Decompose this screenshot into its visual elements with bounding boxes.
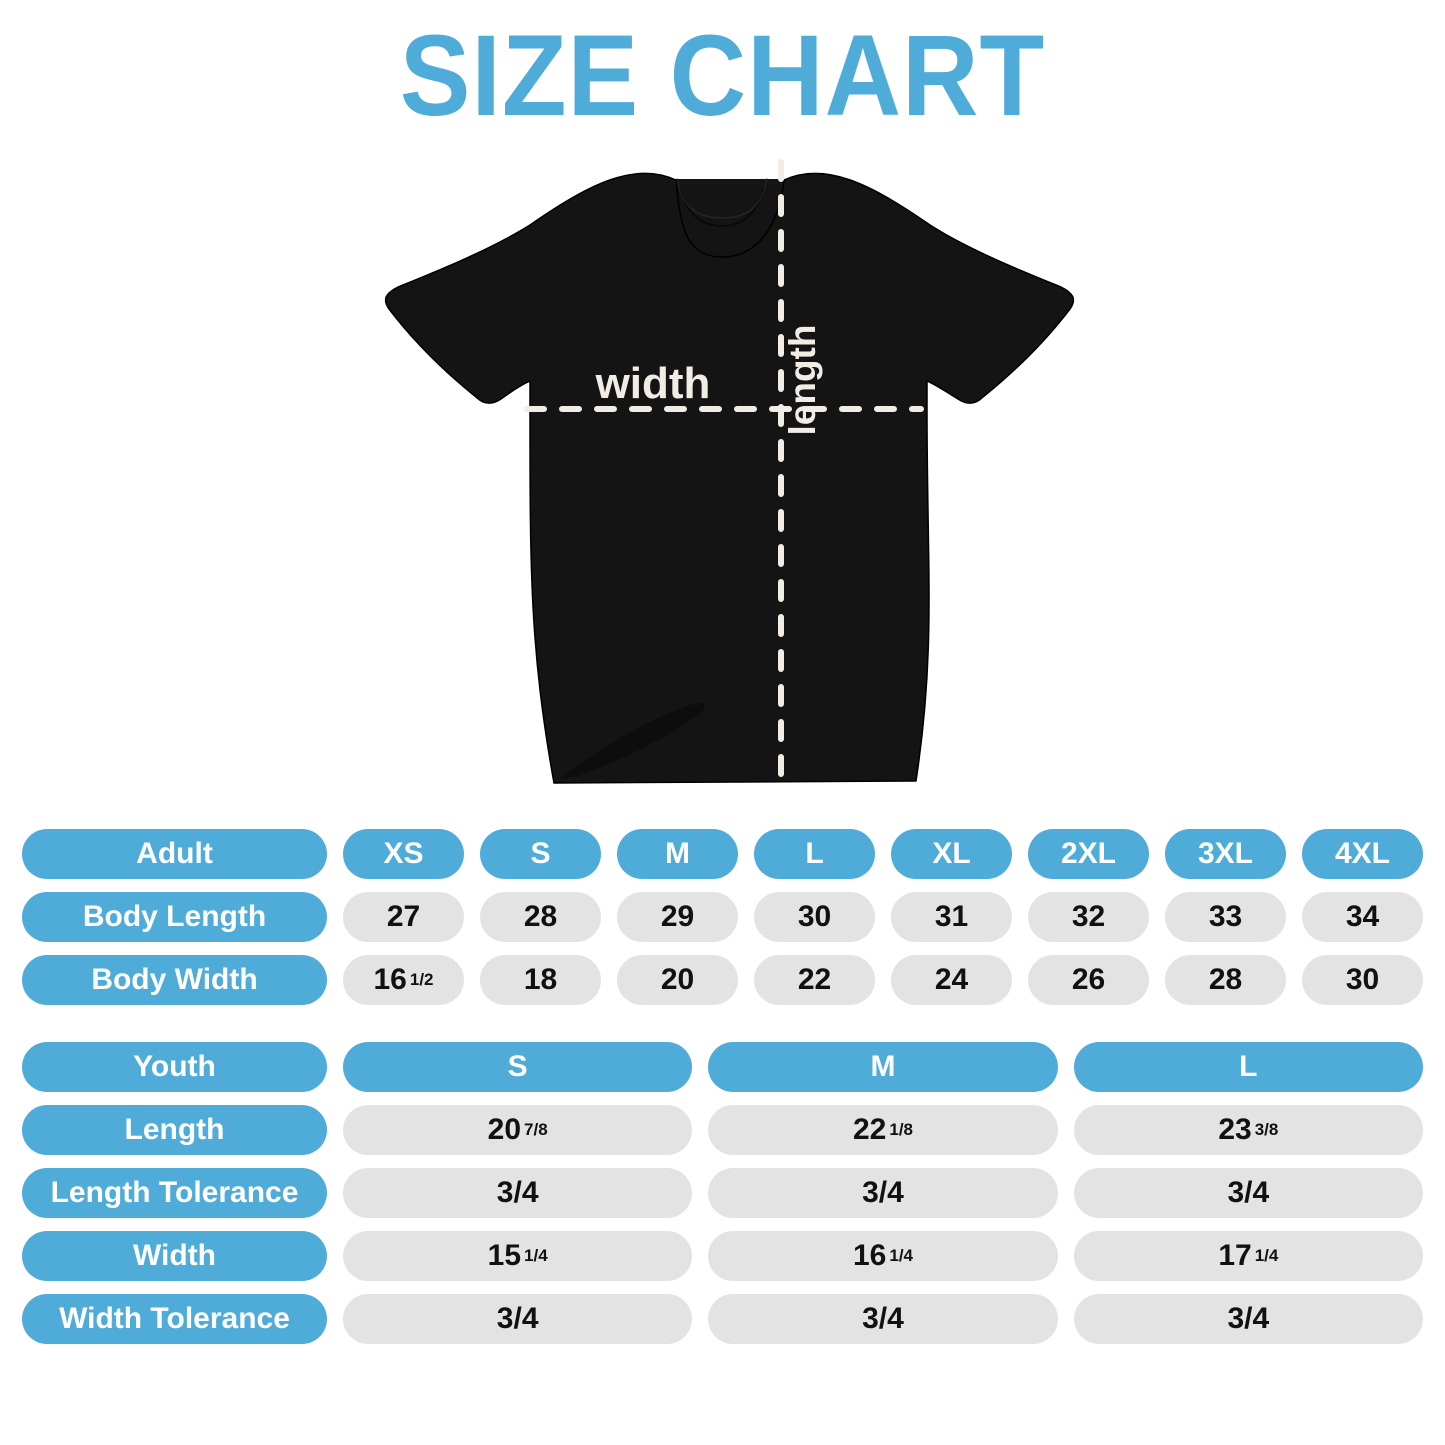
svg-text:width: width [595,359,711,408]
svg-text:length: length [782,325,823,436]
